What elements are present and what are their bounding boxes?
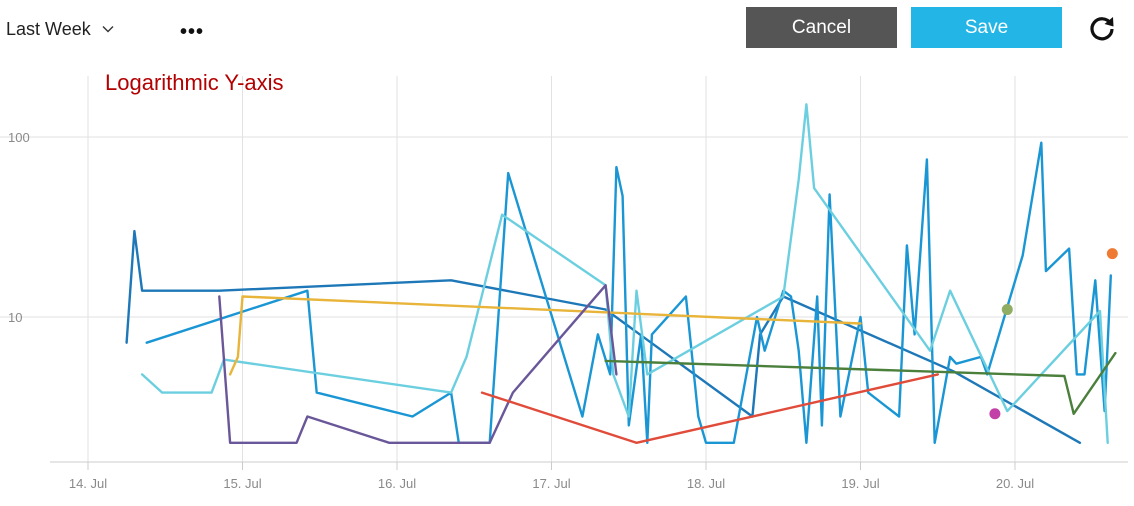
y-tick-label: 10	[8, 310, 22, 325]
chevron-down-icon	[102, 26, 114, 33]
date-range-label: Last Week	[6, 18, 91, 39]
date-range-dropdown[interactable]: Last Week	[6, 16, 115, 42]
more-options-button[interactable]: •••	[179, 20, 204, 43]
x-tick-label: 18. Jul	[687, 476, 725, 491]
series-line-6	[480, 373, 939, 444]
series-marker-2	[989, 408, 1001, 420]
save-button[interactable]: Save	[911, 7, 1062, 48]
x-tick-label: 15. Jul	[223, 476, 261, 491]
series-line-4	[228, 295, 862, 376]
marker-layer	[989, 248, 1118, 420]
y-axis-labels: 10 100	[8, 130, 30, 325]
line-chart: 14. Jul 15. Jul 16. Jul 17. Jul 18. Jul 19. J…	[0, 70, 1128, 491]
series-line-3	[140, 103, 1109, 444]
toolbar: Last Week ••• Cancel Save	[0, 0, 1134, 56]
x-tick-label: 16. Jul	[378, 476, 416, 491]
y-gridlines	[0, 136, 1128, 318]
x-axis-labels: 14. Jul 15. Jul 16. Jul 17. Jul 18. Jul 19. J…	[69, 476, 1034, 491]
series-line-2	[145, 141, 1113, 444]
series-line-1	[125, 229, 1082, 444]
x-tick-label: 14. Jul	[69, 476, 107, 491]
series-line-7	[604, 351, 1117, 415]
refresh-icon[interactable]	[1087, 13, 1117, 43]
x-tick-label: 19. Jul	[841, 476, 879, 491]
x-tick-label: 20. Jul	[996, 476, 1034, 491]
y-tick-label: 100	[8, 130, 30, 145]
series-marker-3	[1106, 248, 1118, 260]
cancel-button[interactable]: Cancel	[746, 7, 897, 48]
x-tick-label: 17. Jul	[532, 476, 570, 491]
series-layer	[125, 103, 1117, 444]
x-gridlines	[87, 76, 1016, 470]
chart-title: Logarithmic Y-axis	[105, 70, 284, 95]
series-marker-1	[1001, 304, 1013, 316]
series-line-5	[218, 284, 618, 444]
